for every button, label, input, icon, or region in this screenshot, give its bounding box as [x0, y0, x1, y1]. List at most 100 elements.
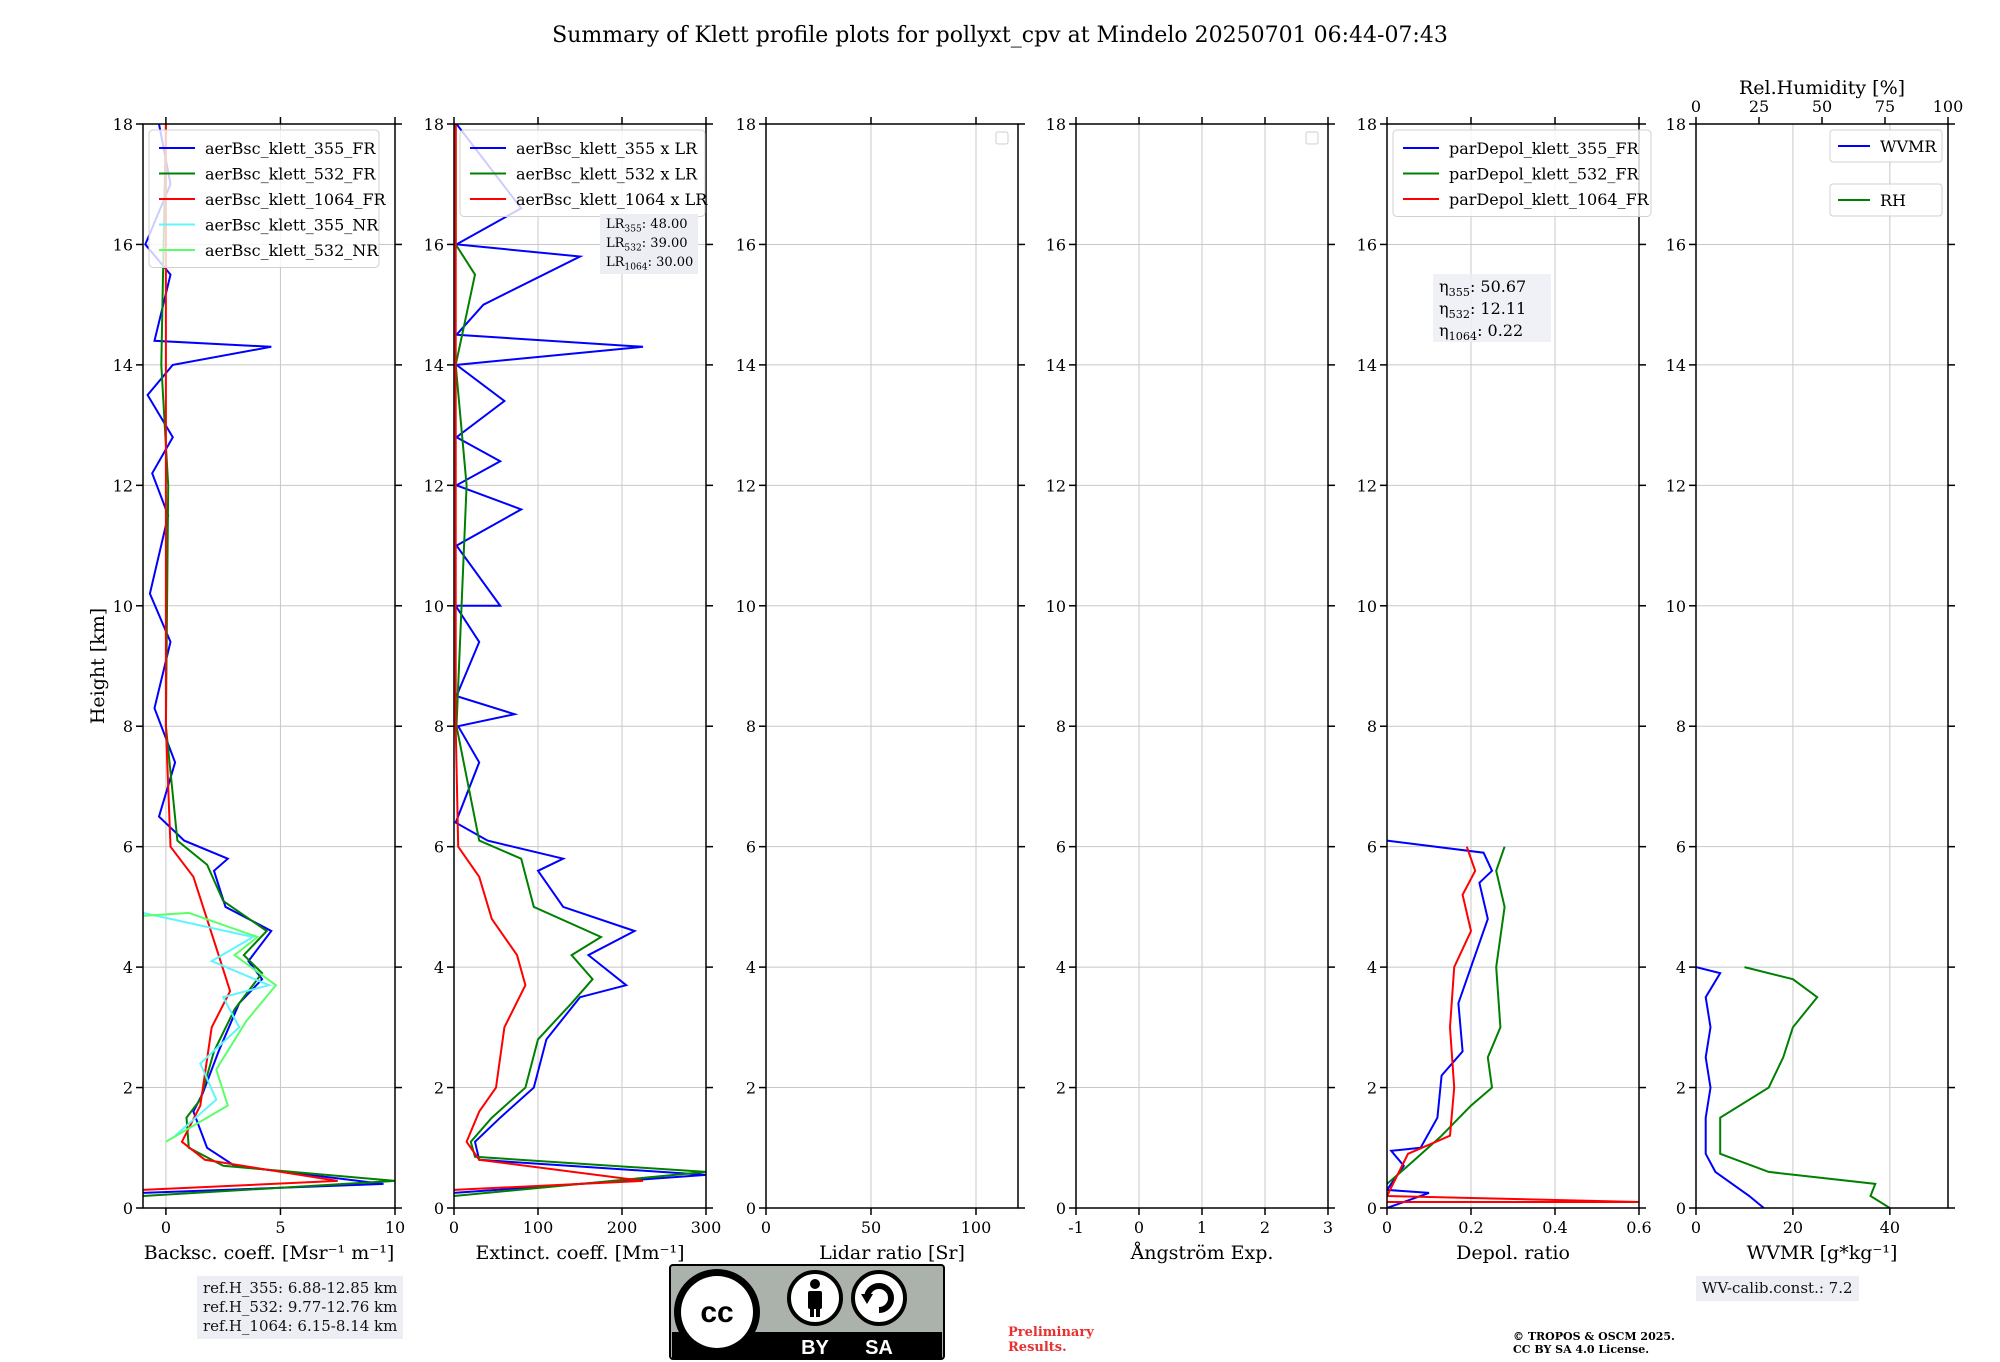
y-tick-label: 14 — [1357, 356, 1377, 375]
x-tick-label: 1 — [1197, 1218, 1207, 1237]
x2-tick-label: 75 — [1875, 97, 1895, 116]
x-tick-label: 50 — [861, 1218, 881, 1237]
panel-lidar_ratio: 0 2 4 6 8 10 12 14 16 18 0 50 100 Lidar ratio [Sr] — [736, 115, 1025, 1264]
y-tick-label: 12 — [424, 476, 444, 495]
y-tick-label: 10 — [736, 597, 756, 616]
annotation-line: η355: 50.67 — [1439, 277, 1526, 299]
x-tick-label: 0.2 — [1458, 1218, 1483, 1237]
x-tick-label: 40 — [1880, 1218, 1900, 1237]
y-tick-label: 8 — [123, 717, 133, 736]
axes-frame — [1695, 123, 1949, 1209]
legend-label: aerBsc_klett_532 x LR — [516, 165, 698, 184]
series-aerBsc_klett_1064 x LR — [454, 124, 644, 1191]
x-axis-label: Backsc. coeff. [Msr⁻¹ m⁻¹] — [144, 1242, 395, 1264]
y-tick-label: 4 — [1367, 958, 1377, 977]
y-tick-label: 0 — [746, 1199, 756, 1218]
y-tick-label: 4 — [123, 958, 133, 977]
y-tick-label: 8 — [1367, 717, 1377, 736]
preliminary-note: Preliminary Results. — [1008, 1325, 1094, 1355]
annotation-line: LR355: 48.00 — [606, 217, 688, 234]
preliminary-line-1: Preliminary — [1008, 1325, 1094, 1340]
series-group — [1696, 966, 1891, 1208]
panel-wvmr: 0 2 4 6 8 10 12 14 16 18 0 20 40 WVMR [g*kg⁻¹] 0 25 50 75… — [1666, 77, 1964, 1264]
by-label: BY — [801, 1337, 829, 1359]
y-tick-label: 0 — [1676, 1199, 1686, 1218]
x-axis-label: Extinct. coeff. [Mm⁻¹] — [475, 1242, 684, 1264]
y-tick-label: 8 — [1056, 717, 1066, 736]
y-tick-label: 6 — [1367, 838, 1377, 857]
y-tick-label: 2 — [434, 1079, 444, 1098]
x-tick-label: 20 — [1783, 1218, 1803, 1237]
legend-label: parDepol_klett_355_FR — [1449, 139, 1640, 158]
y-tick-label: 12 — [1046, 476, 1066, 495]
x-tick-label: 3 — [1323, 1218, 1333, 1237]
y-tick-label: 8 — [434, 717, 444, 736]
y-tick-label: 6 — [1676, 838, 1686, 857]
annotation-line: η1064: 0.22 — [1439, 321, 1523, 343]
y-tick-label: 2 — [1056, 1079, 1066, 1098]
x-tick-label: 0.6 — [1626, 1218, 1651, 1237]
x-tick-label: -1 — [1068, 1218, 1084, 1237]
y-tick-label: 12 — [736, 476, 756, 495]
y-tick-label: 18 — [424, 115, 444, 134]
y-tick-label: 16 — [1357, 235, 1377, 254]
copyright-note: © TROPOS & OSCM 2025. CC BY SA 4.0 Licen… — [1513, 1330, 1675, 1356]
annotation-box — [600, 214, 698, 274]
y-tick-label: 10 — [424, 597, 444, 616]
reference-heights-box: ref.H_355: 6.88-12.85 km ref.H_532: 9.77… — [197, 1276, 404, 1339]
series-group — [454, 124, 706, 1197]
series-aerBsc_klett_532_NR — [143, 911, 278, 1143]
legend-box — [1829, 183, 1943, 217]
y-tick-label: 12 — [1357, 476, 1377, 495]
axes-frame — [453, 123, 707, 1209]
y-tick-label: 2 — [123, 1079, 133, 1098]
wv-calibration-box: WV-calib.const.: 7.2 — [1696, 1276, 1859, 1301]
legend-label: aerBsc_klett_532_FR — [205, 165, 376, 184]
y-tick-label: 0 — [1056, 1199, 1066, 1218]
y-tick-label: 2 — [1367, 1079, 1377, 1098]
legend-label: aerBsc_klett_355_NR — [205, 216, 379, 235]
x-tick-label: 0.4 — [1542, 1218, 1567, 1237]
y-tick-label: 8 — [1676, 717, 1686, 736]
ref-height-1064: ref.H_1064: 6.15-8.14 km — [203, 1317, 398, 1335]
x-axis-label: Depol. ratio — [1456, 1242, 1570, 1264]
y-tick-label: 4 — [434, 958, 444, 977]
y-tick-label: 10 — [1357, 597, 1377, 616]
legend-label: aerBsc_klett_1064_FR — [205, 190, 387, 209]
y-tick-label: 18 — [736, 115, 756, 134]
y-tick-label: 14 — [1666, 356, 1686, 375]
y-tick-label: 0 — [434, 1199, 444, 1218]
y-tick-label: 16 — [113, 235, 133, 254]
series-parDepol_klett_1064_FR — [1387, 846, 1639, 1203]
x-tick-label: 0 — [761, 1218, 771, 1237]
x-tick-label: 10 — [385, 1218, 405, 1237]
empty-legend — [1305, 131, 1319, 145]
preliminary-line-2: Results. — [1008, 1340, 1067, 1355]
legend-label: WVMR — [1880, 137, 1937, 156]
ref-height-532: ref.H_532: 9.77-12.76 km — [203, 1298, 398, 1316]
x-tick-label: 0 — [1382, 1218, 1392, 1237]
y-tick-label: 8 — [746, 717, 756, 736]
y-tick-label: 18 — [1046, 115, 1066, 134]
y-tick-label: 18 — [1357, 115, 1377, 134]
y-axis-label: Height [km] — [87, 608, 109, 724]
series-parDepol_klett_355_FR — [1387, 839, 1494, 1208]
ref-height-355: ref.H_355: 6.88-12.85 km — [203, 1279, 398, 1297]
series-aerBsc_klett_355_FR — [143, 124, 384, 1194]
legend-box — [1392, 129, 1652, 217]
y-tick-label: 4 — [746, 958, 756, 977]
y-tick-label: 18 — [1666, 115, 1686, 134]
legend-box — [1829, 129, 1943, 163]
x-tick-label: 0 — [1134, 1218, 1144, 1237]
y-tick-label: 4 — [1056, 958, 1066, 977]
y-tick-label: 2 — [1676, 1079, 1686, 1098]
y-tick-label: 12 — [113, 476, 133, 495]
legend-label: aerBsc_klett_1064 x LR — [516, 190, 708, 209]
x2-tick-label: 50 — [1812, 97, 1832, 116]
y-tick-label: 6 — [746, 838, 756, 857]
cc-by-sa-badge: cc BY SA — [669, 1264, 945, 1360]
legend-box — [148, 129, 380, 268]
y-tick-label: 10 — [113, 597, 133, 616]
sa-label: SA — [865, 1337, 893, 1359]
